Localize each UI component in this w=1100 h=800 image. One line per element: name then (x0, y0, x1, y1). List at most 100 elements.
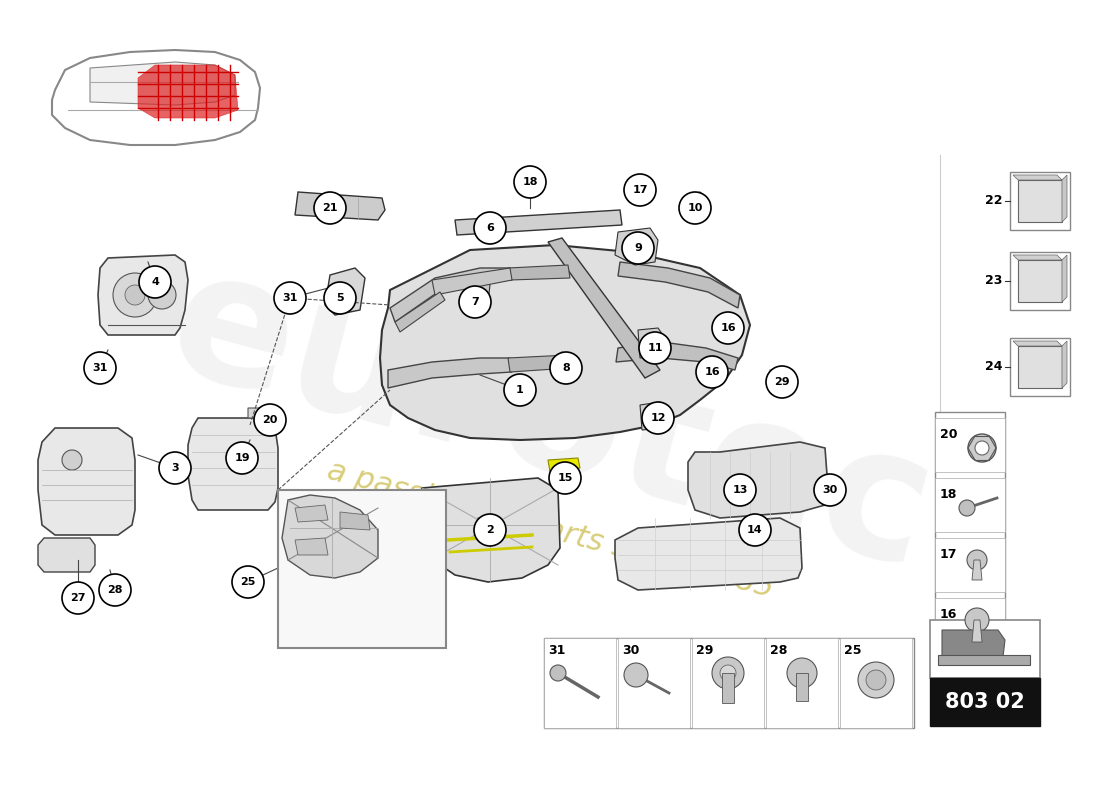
Circle shape (712, 657, 744, 689)
Polygon shape (618, 262, 740, 308)
Text: 20: 20 (262, 415, 277, 425)
Circle shape (712, 312, 744, 344)
Polygon shape (508, 265, 570, 280)
Circle shape (314, 192, 346, 224)
Bar (930, 678, 1040, 726)
Polygon shape (395, 292, 446, 332)
Circle shape (324, 282, 356, 314)
Circle shape (866, 670, 886, 690)
Circle shape (739, 514, 771, 546)
Circle shape (113, 273, 157, 317)
Text: 18: 18 (522, 177, 538, 187)
Circle shape (642, 402, 674, 434)
Circle shape (975, 441, 989, 455)
Polygon shape (616, 342, 738, 370)
Bar (930, 620, 1040, 678)
Text: 7: 7 (471, 297, 478, 307)
Circle shape (959, 500, 975, 516)
Text: 23: 23 (984, 274, 1002, 287)
Circle shape (549, 462, 581, 494)
Circle shape (99, 574, 131, 606)
Text: 803 02: 803 02 (945, 692, 1025, 712)
Circle shape (62, 582, 94, 614)
Polygon shape (388, 358, 512, 388)
Circle shape (232, 566, 264, 598)
Text: 25: 25 (240, 577, 255, 587)
Text: 11: 11 (647, 343, 662, 353)
Polygon shape (415, 478, 560, 582)
Polygon shape (138, 65, 238, 118)
Text: 14: 14 (747, 525, 762, 535)
Polygon shape (548, 458, 580, 472)
Circle shape (724, 474, 756, 506)
Polygon shape (468, 280, 490, 308)
Bar (935, 418, 1005, 472)
Circle shape (84, 352, 116, 384)
Polygon shape (1062, 255, 1067, 302)
Polygon shape (722, 673, 734, 703)
Text: 27: 27 (70, 593, 86, 603)
Circle shape (766, 366, 797, 398)
Circle shape (624, 174, 656, 206)
Polygon shape (248, 408, 265, 418)
Text: 8: 8 (562, 363, 570, 373)
Polygon shape (508, 355, 570, 372)
Bar (692, 638, 764, 728)
Circle shape (696, 356, 728, 388)
Polygon shape (938, 655, 1030, 665)
Polygon shape (796, 673, 808, 701)
Polygon shape (640, 402, 666, 430)
Circle shape (459, 286, 491, 318)
Polygon shape (688, 442, 828, 518)
Circle shape (858, 662, 894, 698)
Text: 13: 13 (733, 485, 748, 495)
Polygon shape (1062, 341, 1067, 388)
Polygon shape (638, 328, 666, 358)
Circle shape (786, 658, 817, 688)
Circle shape (148, 281, 176, 309)
Text: 10: 10 (688, 203, 703, 213)
Polygon shape (972, 560, 982, 580)
Polygon shape (98, 255, 188, 335)
Bar (766, 638, 838, 728)
Text: 28: 28 (770, 644, 788, 657)
Text: 31: 31 (548, 644, 565, 657)
Polygon shape (282, 495, 378, 578)
Text: 6: 6 (486, 223, 494, 233)
Bar (935, 478, 1005, 532)
Text: 21: 21 (322, 203, 338, 213)
Text: eurotec: eurotec (151, 234, 949, 606)
Text: 31: 31 (283, 293, 298, 303)
Text: 25: 25 (844, 644, 861, 657)
Circle shape (474, 514, 506, 546)
Circle shape (474, 212, 506, 244)
Text: 17: 17 (940, 548, 957, 561)
Bar (935, 412, 1005, 640)
Bar (840, 638, 912, 728)
Circle shape (621, 232, 654, 264)
Text: 19: 19 (234, 453, 250, 463)
Text: 28: 28 (108, 585, 123, 595)
Polygon shape (1013, 255, 1062, 260)
Circle shape (720, 665, 736, 681)
Text: a passion for parts since 1985: a passion for parts since 1985 (323, 456, 777, 604)
Circle shape (514, 166, 546, 198)
Circle shape (646, 412, 658, 424)
Polygon shape (188, 418, 278, 510)
Bar (544, 638, 914, 728)
Circle shape (550, 665, 566, 681)
Text: 16: 16 (720, 323, 736, 333)
Circle shape (624, 663, 648, 687)
Polygon shape (1013, 341, 1062, 346)
Circle shape (274, 282, 306, 314)
Bar (1010, 252, 1070, 310)
Circle shape (139, 266, 170, 298)
Circle shape (504, 374, 536, 406)
Text: 1: 1 (516, 385, 524, 395)
Polygon shape (90, 62, 235, 105)
Circle shape (679, 192, 711, 224)
Circle shape (254, 404, 286, 436)
Polygon shape (295, 505, 328, 522)
Text: 3: 3 (172, 463, 179, 473)
Bar (618, 638, 690, 728)
